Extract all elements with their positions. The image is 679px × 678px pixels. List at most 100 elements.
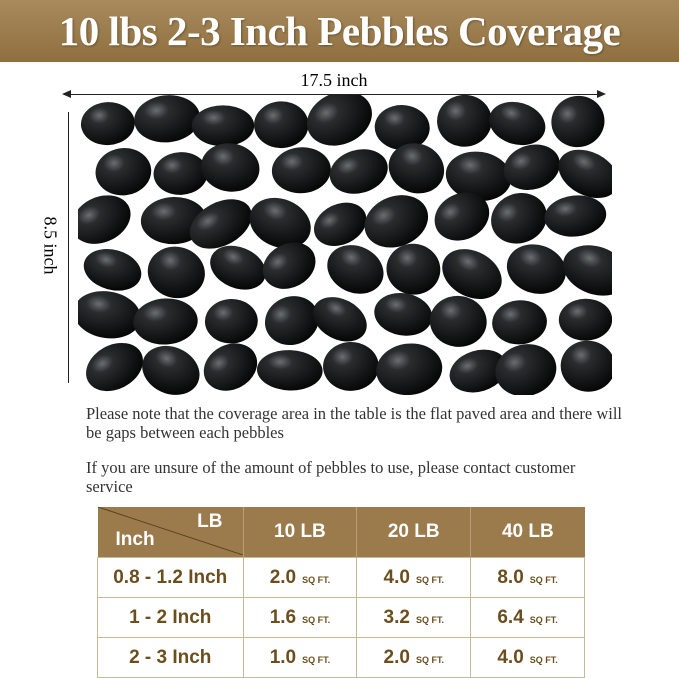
pebble	[80, 102, 135, 146]
pebble	[558, 298, 612, 341]
value: 4.0	[497, 646, 524, 668]
header-20lb: 20 LB	[356, 507, 472, 558]
pebble	[78, 291, 141, 339]
pebble	[147, 246, 205, 299]
pebble	[449, 349, 507, 393]
corner-row-label: Inch	[115, 529, 155, 550]
unit: SQ FT.	[415, 614, 444, 625]
value-cell: 4.0 SQ FT.	[470, 637, 585, 678]
value-cell: 4.0 SQ FT.	[356, 557, 472, 598]
value: 6.4	[497, 606, 524, 628]
value: 1.0	[269, 646, 297, 668]
pebble	[558, 149, 612, 199]
pebble	[327, 245, 384, 294]
pebble	[264, 296, 319, 346]
value-cell: 1.0 SQ FT.	[242, 637, 358, 678]
pebble	[491, 193, 547, 244]
pebble	[204, 298, 258, 344]
unit: SQ FT.	[415, 654, 444, 665]
pebble	[323, 342, 379, 391]
pebble	[142, 345, 200, 395]
table-row: 0.8 - 1.2 Inch 2.0 SQ FT. 4.0 SQ FT. 8.0 SQ…	[97, 557, 585, 598]
coverage-table: LB Inch 10 LB 20 LB 40 LB 0.8 - 1.2 Inch…	[97, 507, 585, 678]
pebble	[254, 101, 309, 149]
value: 2.0	[269, 566, 297, 588]
height-dimension: 8.5 inch	[30, 110, 69, 385]
corner-col-label: LB	[197, 511, 223, 532]
pebble	[442, 249, 502, 299]
size-cell: 1 - 2 Inch	[97, 597, 244, 638]
unit: SQ FT.	[529, 654, 558, 665]
pebble	[434, 192, 490, 241]
pebble	[495, 344, 557, 395]
arrow-right-icon	[597, 90, 606, 98]
value: 3.2	[383, 606, 410, 628]
unit: SQ FT.	[302, 614, 331, 625]
pebble	[249, 197, 311, 249]
pebble	[83, 248, 142, 291]
pebble	[437, 95, 492, 147]
pebble	[506, 244, 566, 294]
pebble	[133, 298, 198, 345]
unit: SQ FT.	[529, 574, 558, 585]
table-row: 1 - 2 Inch 1.6 SQ FT. 3.2 SQ FT. 6.4 SQ FT.	[97, 597, 585, 638]
value-cell: 2.0 SQ FT.	[242, 557, 358, 598]
value: 1.6	[269, 606, 297, 628]
pebble	[189, 199, 252, 249]
value: 8.0	[497, 566, 524, 588]
unit: SQ FT.	[302, 574, 331, 585]
pebbles-image	[78, 95, 612, 395]
pebble	[271, 147, 331, 194]
diagonal-divider	[97, 507, 243, 555]
header-10lb: 10 LB	[243, 507, 358, 558]
value-cell: 6.4 SQ FT.	[470, 597, 585, 638]
coverage-note: Please note that the coverage area in th…	[86, 404, 623, 442]
value-cell: 2.0 SQ FT.	[356, 637, 472, 678]
table-header-row: LB Inch 10 LB 20 LB 40 LB	[97, 507, 585, 558]
unit: SQ FT.	[415, 574, 444, 585]
header-40lb: 40 LB	[470, 507, 585, 558]
unit: SQ FT.	[529, 614, 558, 625]
contact-note: If you are unsure of the amount of pebbl…	[86, 458, 576, 496]
pebble	[134, 95, 201, 143]
title-banner: 10 lbs 2-3 Inch Pebbles Coverage	[0, 0, 679, 62]
pebble	[262, 242, 316, 289]
pebble	[429, 295, 487, 347]
unit: SQ FT.	[302, 654, 331, 665]
pebble	[191, 105, 255, 147]
pebble	[544, 195, 607, 237]
pebble	[445, 151, 512, 201]
corner-header: LB Inch	[97, 507, 244, 558]
page-title: 10 lbs 2-3 Inch Pebbles Coverage	[58, 8, 621, 54]
pebble	[95, 148, 152, 196]
height-line	[68, 112, 69, 383]
pebble	[86, 342, 143, 392]
pebble	[489, 101, 546, 146]
pebble	[492, 300, 547, 345]
pebble	[153, 152, 208, 195]
table-row: 2 - 3 Inch 1.0 SQ FT. 2.0 SQ FT. 4.0 SQ FT.	[97, 637, 585, 678]
pebble	[376, 343, 443, 395]
pebble	[374, 105, 430, 151]
pebble	[329, 149, 388, 194]
pebble	[503, 144, 560, 191]
value-cell: 1.6 SQ FT.	[242, 597, 358, 638]
pebble	[210, 245, 266, 290]
pebble	[560, 340, 612, 392]
pebble	[386, 243, 441, 295]
value-cell: 3.2 SQ FT.	[356, 597, 472, 638]
pebble	[203, 343, 258, 391]
pebble	[551, 95, 605, 148]
value-cell: 8.0 SQ FT.	[470, 557, 585, 598]
value: 4.0	[383, 566, 410, 588]
arrow-left-icon	[62, 90, 71, 98]
pebble	[388, 143, 445, 194]
value: 2.0	[383, 646, 410, 668]
pebble	[306, 95, 372, 146]
pebble	[364, 195, 429, 248]
pebble	[314, 202, 367, 246]
pebble	[562, 245, 612, 296]
pebble	[256, 350, 323, 391]
size-cell: 0.8 - 1.2 Inch	[97, 557, 244, 598]
height-label: 8.5 inch	[40, 216, 61, 275]
